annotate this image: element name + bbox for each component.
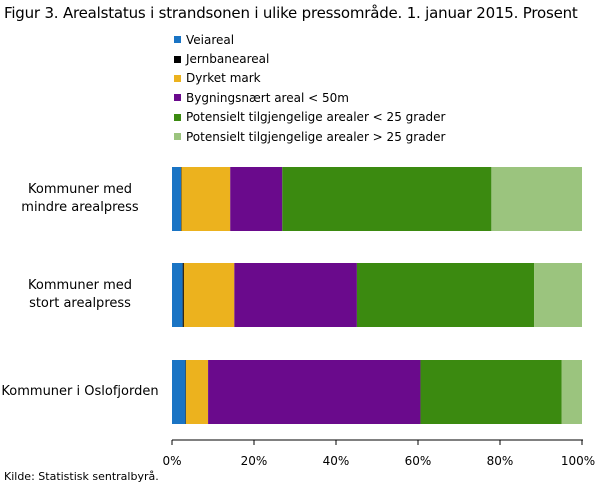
source-note: Kilde: Statistisk sentralbyrå.	[4, 470, 159, 483]
legend: Veiareal Jernbaneareal Dyrket mark Bygnings…	[174, 30, 445, 146]
legend-label: Jernbaneareal	[186, 52, 270, 67]
legend-swatch	[174, 74, 181, 82]
legend-item: Veiareal	[174, 30, 445, 49]
category-label-line: Kommuner i Oslofjorden	[1, 384, 159, 399]
bar-segment	[561, 360, 582, 424]
bar-segment	[491, 167, 582, 231]
legend-label: Bygningsnært areal < 50m	[186, 90, 349, 105]
x-tick-label: 80%	[487, 454, 514, 468]
legend-item: Potensielt tilgjengelige arealer > 25 gr…	[174, 127, 445, 146]
legend-swatch	[174, 55, 181, 63]
x-tick-label: 100%	[561, 454, 595, 468]
category-label-line: Kommuner med	[27, 278, 133, 293]
bar-segment	[234, 263, 357, 327]
legend-item: Bygningsnært areal < 50m	[174, 88, 445, 107]
chart-title: Figur 3. Arealstatus i strandsonen i uli…	[4, 4, 578, 22]
bar-segment	[420, 360, 562, 424]
bar-segment	[534, 263, 582, 327]
x-tick-label: 0%	[162, 454, 181, 468]
category-label: Kommuner med mindre arealpress	[0, 181, 160, 217]
bar-segment	[172, 167, 182, 231]
legend-item: Dyrket mark	[174, 69, 445, 88]
bar-segment	[230, 167, 283, 231]
legend-swatch	[174, 133, 181, 141]
x-tick-label: 60%	[405, 454, 432, 468]
category-label-line: stort arealpress	[29, 296, 131, 311]
legend-label: Dyrket mark	[186, 71, 261, 86]
category-label-line: Kommuner med	[27, 182, 133, 197]
bar-segment	[183, 263, 235, 327]
legend-item: Potensielt tilgjengelige arealer < 25 gr…	[174, 108, 445, 127]
bar-segment	[356, 263, 535, 327]
legend-label: Potensielt tilgjengelige arealer < 25 gr…	[186, 110, 446, 125]
legend-swatch	[174, 36, 181, 44]
bar-segment	[185, 360, 209, 424]
legend-label: Veiareal	[186, 32, 235, 47]
legend-swatch	[174, 113, 181, 121]
category-label: Kommuner i Oslofjorden	[0, 383, 160, 401]
category-label: Kommuner med stort arealpress	[0, 277, 160, 313]
bar-segment	[182, 263, 184, 327]
legend-swatch	[174, 94, 181, 102]
legend-label: Potensielt tilgjengelige arealer > 25 gr…	[186, 129, 446, 144]
bar-segment	[282, 167, 492, 231]
bar-segment	[208, 360, 421, 424]
category-label-line: mindre arealpress	[21, 200, 139, 215]
bar-segment	[172, 263, 183, 327]
x-tick-label: 20%	[241, 454, 268, 468]
x-tick-label: 40%	[323, 454, 350, 468]
bar-segment	[181, 167, 231, 231]
bar-segment	[172, 360, 186, 424]
legend-item: Jernbaneareal	[174, 49, 445, 68]
